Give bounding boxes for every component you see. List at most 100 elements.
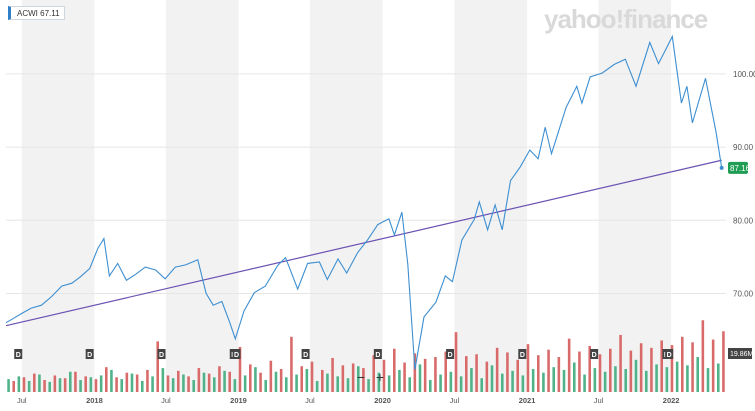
zoom-out-button[interactable]: − <box>356 369 366 385</box>
last-price-badge <box>728 161 748 174</box>
volume-bar-down <box>197 368 201 392</box>
volume-bar-up <box>655 364 658 392</box>
volume-bar-up <box>624 369 627 392</box>
dividend-marker[interactable] <box>446 349 455 359</box>
volume-bar-up <box>645 370 648 392</box>
volume-bar-down <box>434 357 437 392</box>
dividend-marker[interactable] <box>665 349 674 359</box>
volume-bar-up <box>593 368 597 392</box>
volume-bar-down <box>650 347 653 392</box>
volume-bar-down <box>495 347 499 392</box>
last-price-point <box>719 165 724 170</box>
price-line[interactable] <box>5 34 723 370</box>
volume-bar-down <box>629 350 633 392</box>
x-tick-label: 2020 <box>374 396 391 405</box>
dividend-marker[interactable] <box>518 349 527 359</box>
volume-bar-up <box>48 381 51 392</box>
volume-bar-up <box>418 364 422 392</box>
volume-bar-down <box>146 369 149 392</box>
volume-bar-down <box>588 346 591 392</box>
legend-value: 67.11 <box>40 9 60 18</box>
volume-bar-up <box>326 373 329 392</box>
volume-label: 19.86M <box>730 351 754 358</box>
volume-bar-up <box>562 369 566 392</box>
volume-bar-down <box>413 353 417 392</box>
volume-bar-down <box>238 346 242 392</box>
volume-bar-up <box>470 368 473 392</box>
volume-bar-up <box>675 361 679 392</box>
volume-bar-down <box>12 380 15 392</box>
volume-bar-down <box>84 376 87 392</box>
volume-bar-up <box>583 374 586 392</box>
volume-bar-up <box>717 363 720 392</box>
dividend-marker[interactable] <box>157 349 166 359</box>
background-band <box>598 0 672 392</box>
volume-bar-down <box>465 356 468 392</box>
dividend-label: D <box>303 352 308 359</box>
volume-bar-up <box>501 373 504 392</box>
volume-bar-down <box>681 336 684 392</box>
dividend-marker[interactable] <box>232 349 241 359</box>
volume-bar-up <box>38 374 41 392</box>
dividend-label: D <box>159 352 164 359</box>
dividend-label: D <box>448 352 453 359</box>
volume-bar-up <box>192 380 195 392</box>
dividend-marker[interactable] <box>85 349 94 359</box>
volume-bar-down <box>722 331 725 392</box>
volume-bar-up <box>130 373 134 392</box>
dividend-label: D <box>667 352 672 359</box>
volume-bar-up <box>377 372 381 392</box>
volume-bar-down <box>516 359 519 392</box>
yahoo-finance-logo: yahoo!finance <box>544 4 708 34</box>
volume-bar-down <box>701 320 705 392</box>
x-tick-label: 2019 <box>230 396 247 405</box>
volume-bar-down <box>43 380 46 392</box>
volume-bar-down <box>670 345 674 392</box>
volume-bar-down <box>660 340 663 392</box>
volume-bar-down <box>619 334 622 392</box>
volume-bar-up <box>480 378 483 392</box>
volume-bar-down <box>341 365 345 392</box>
volume-bar-up <box>202 372 206 392</box>
volume-bar-down <box>156 341 159 392</box>
volume-bar-down <box>557 357 561 392</box>
volume-bar-up <box>573 362 576 392</box>
trend-line[interactable] <box>5 159 722 327</box>
volume-bar-down <box>22 377 26 392</box>
volume-bar-up <box>357 366 360 392</box>
background-band <box>454 0 528 392</box>
volume-bar-down <box>74 371 77 392</box>
dividend-marker[interactable] <box>373 349 382 359</box>
volume-bar-down <box>135 374 139 392</box>
volume-bar-up <box>254 367 257 392</box>
volume-bar-up <box>27 380 31 392</box>
volume-bar-up <box>511 370 514 392</box>
dividend-marker[interactable] <box>301 349 310 359</box>
volume-bar-down <box>115 377 118 392</box>
x-tick-label: Jul <box>305 396 315 405</box>
volume-bar-up <box>459 376 463 392</box>
volume-bar-up <box>603 371 607 392</box>
zoom-in-button[interactable]: + <box>375 369 385 385</box>
background-band <box>21 0 95 392</box>
volume-bar-down <box>53 375 57 392</box>
last-price-label: 87.16 <box>730 164 751 173</box>
x-tick-label: Jul <box>450 396 460 405</box>
volume-bar-down <box>403 362 406 392</box>
volume-bar-up <box>398 369 401 392</box>
volume-bar-down <box>485 361 489 392</box>
volume-bar-up <box>521 375 525 392</box>
dividend-label: D <box>592 352 597 359</box>
dividend-marker[interactable] <box>14 349 23 359</box>
volume-bar-down <box>506 352 509 392</box>
volume-bar-up <box>161 368 165 392</box>
legend-chip[interactable]: ACWI 67.11 <box>8 6 65 20</box>
volume-bar-up <box>336 376 339 392</box>
dividend-marker[interactable] <box>590 349 599 359</box>
volume-bar-up <box>274 371 278 392</box>
volume-bar-up <box>243 375 247 392</box>
volume-bar-up <box>233 379 237 392</box>
volume-badge <box>728 348 752 359</box>
volume-bar-down <box>598 354 602 392</box>
